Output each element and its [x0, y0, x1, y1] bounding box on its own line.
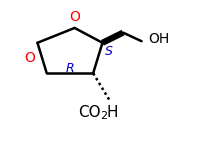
Text: S: S: [104, 45, 112, 58]
Text: R: R: [65, 62, 74, 75]
Text: O: O: [24, 51, 35, 65]
Text: 2: 2: [100, 111, 107, 121]
Text: H: H: [107, 105, 118, 120]
Text: OH: OH: [148, 32, 169, 46]
Text: CO: CO: [78, 105, 100, 120]
Text: O: O: [69, 10, 80, 24]
